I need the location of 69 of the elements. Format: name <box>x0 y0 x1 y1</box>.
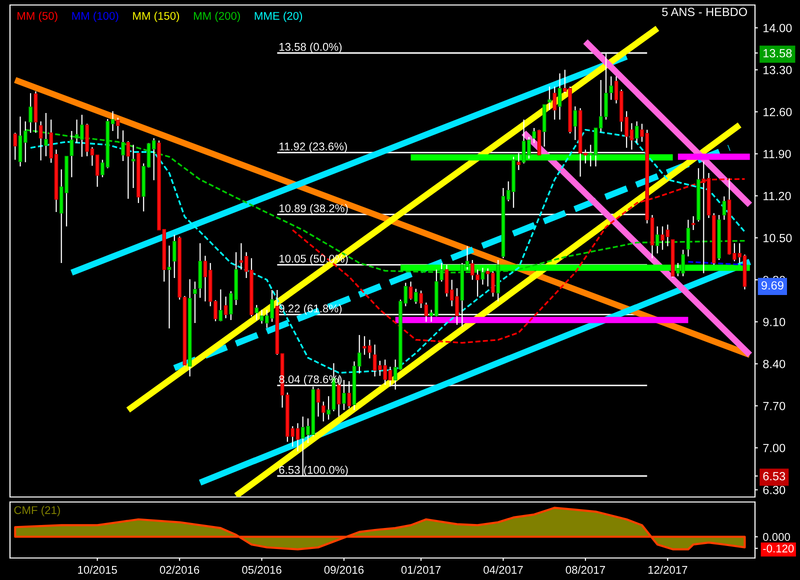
candlestick <box>686 219 690 257</box>
y-tick-label: 13.58 <box>764 49 792 58</box>
y-tick-label: 9.10 <box>763 318 786 326</box>
candlestick <box>634 120 639 144</box>
candlestick <box>121 130 125 162</box>
candlestick <box>609 76 614 100</box>
candlestick <box>126 140 130 200</box>
candlestick <box>414 288 418 304</box>
candlestick <box>552 86 557 120</box>
candlestick <box>573 106 578 141</box>
candlestick <box>316 388 320 418</box>
y-tick-label: 7.00 <box>763 444 786 452</box>
y-tick-label: 14.00 <box>764 24 792 32</box>
x-tick-label: 01/2017 <box>401 566 441 574</box>
candlestick <box>548 86 552 111</box>
y-tick-label: 0.000 <box>763 533 790 541</box>
x-tick-label: 09/2016 <box>324 566 364 574</box>
candlestick <box>655 226 660 254</box>
series-label: 13.58 (0.0%) <box>279 42 342 53</box>
x-tick-label: 05/2016 <box>242 566 282 574</box>
candlestick <box>116 117 120 140</box>
candlestick <box>38 120 43 161</box>
candlestick <box>532 127 536 144</box>
line-series <box>24 128 746 274</box>
candlestick <box>167 245 172 329</box>
candlestick <box>254 304 259 321</box>
series-label: 6.53 (100.0%) <box>279 466 348 476</box>
candlestick <box>558 72 562 120</box>
candlestick <box>480 267 485 286</box>
x-tick-label: 08/2017 <box>566 566 605 574</box>
candlestick <box>13 132 18 160</box>
x-tick-label: 10/2015 <box>78 566 117 574</box>
y-tick-label: 6.53 <box>763 472 786 480</box>
text: MME (20) <box>254 12 302 22</box>
y-tick-label: 10.50 <box>764 234 792 242</box>
x-tick-label: 12/2017 <box>648 566 688 574</box>
candlestick <box>722 196 726 220</box>
x-tick-label: 04/2017 <box>484 566 523 574</box>
candlestick <box>322 401 326 422</box>
candlestick <box>44 112 48 157</box>
candlestick <box>224 296 228 319</box>
candlestick <box>419 290 423 309</box>
candlestick <box>193 281 197 324</box>
y-tick-label: 8.40 <box>763 360 786 368</box>
y-tick-label: 6.30 <box>763 486 786 494</box>
y-tick-label: 11.20 <box>764 192 791 200</box>
annotation: 9.69 <box>762 281 784 290</box>
candlestick <box>131 144 136 189</box>
text: MM (200) <box>194 12 240 22</box>
y-tick-label: 12.60 <box>764 108 792 116</box>
candlestick <box>691 216 696 231</box>
candlestick <box>28 92 32 134</box>
series-label: CMF (21) <box>14 506 60 516</box>
y-tick-label: 11.90 <box>764 150 791 158</box>
y-tick-label: -0.120 <box>763 544 794 552</box>
series-label: 10.89 (38.2%) <box>279 204 348 214</box>
series-label: 11.92 (23.6%) <box>279 142 347 153</box>
x-tick-label: 02/2016 <box>160 566 200 574</box>
legend-label: MM (150) <box>133 12 180 22</box>
candlestick <box>408 281 413 300</box>
chart-subtitle: 5 ANS - HEBDO <box>662 8 747 16</box>
y-tick-label: 7.70 <box>763 402 786 410</box>
text: MM (100) <box>72 12 118 22</box>
text: MM (50) <box>18 12 58 22</box>
candlestick <box>70 130 74 178</box>
candlestick <box>172 234 176 279</box>
candlestick <box>218 288 223 322</box>
y-tick-label: 13.30 <box>764 66 792 74</box>
candlestick <box>326 396 330 420</box>
